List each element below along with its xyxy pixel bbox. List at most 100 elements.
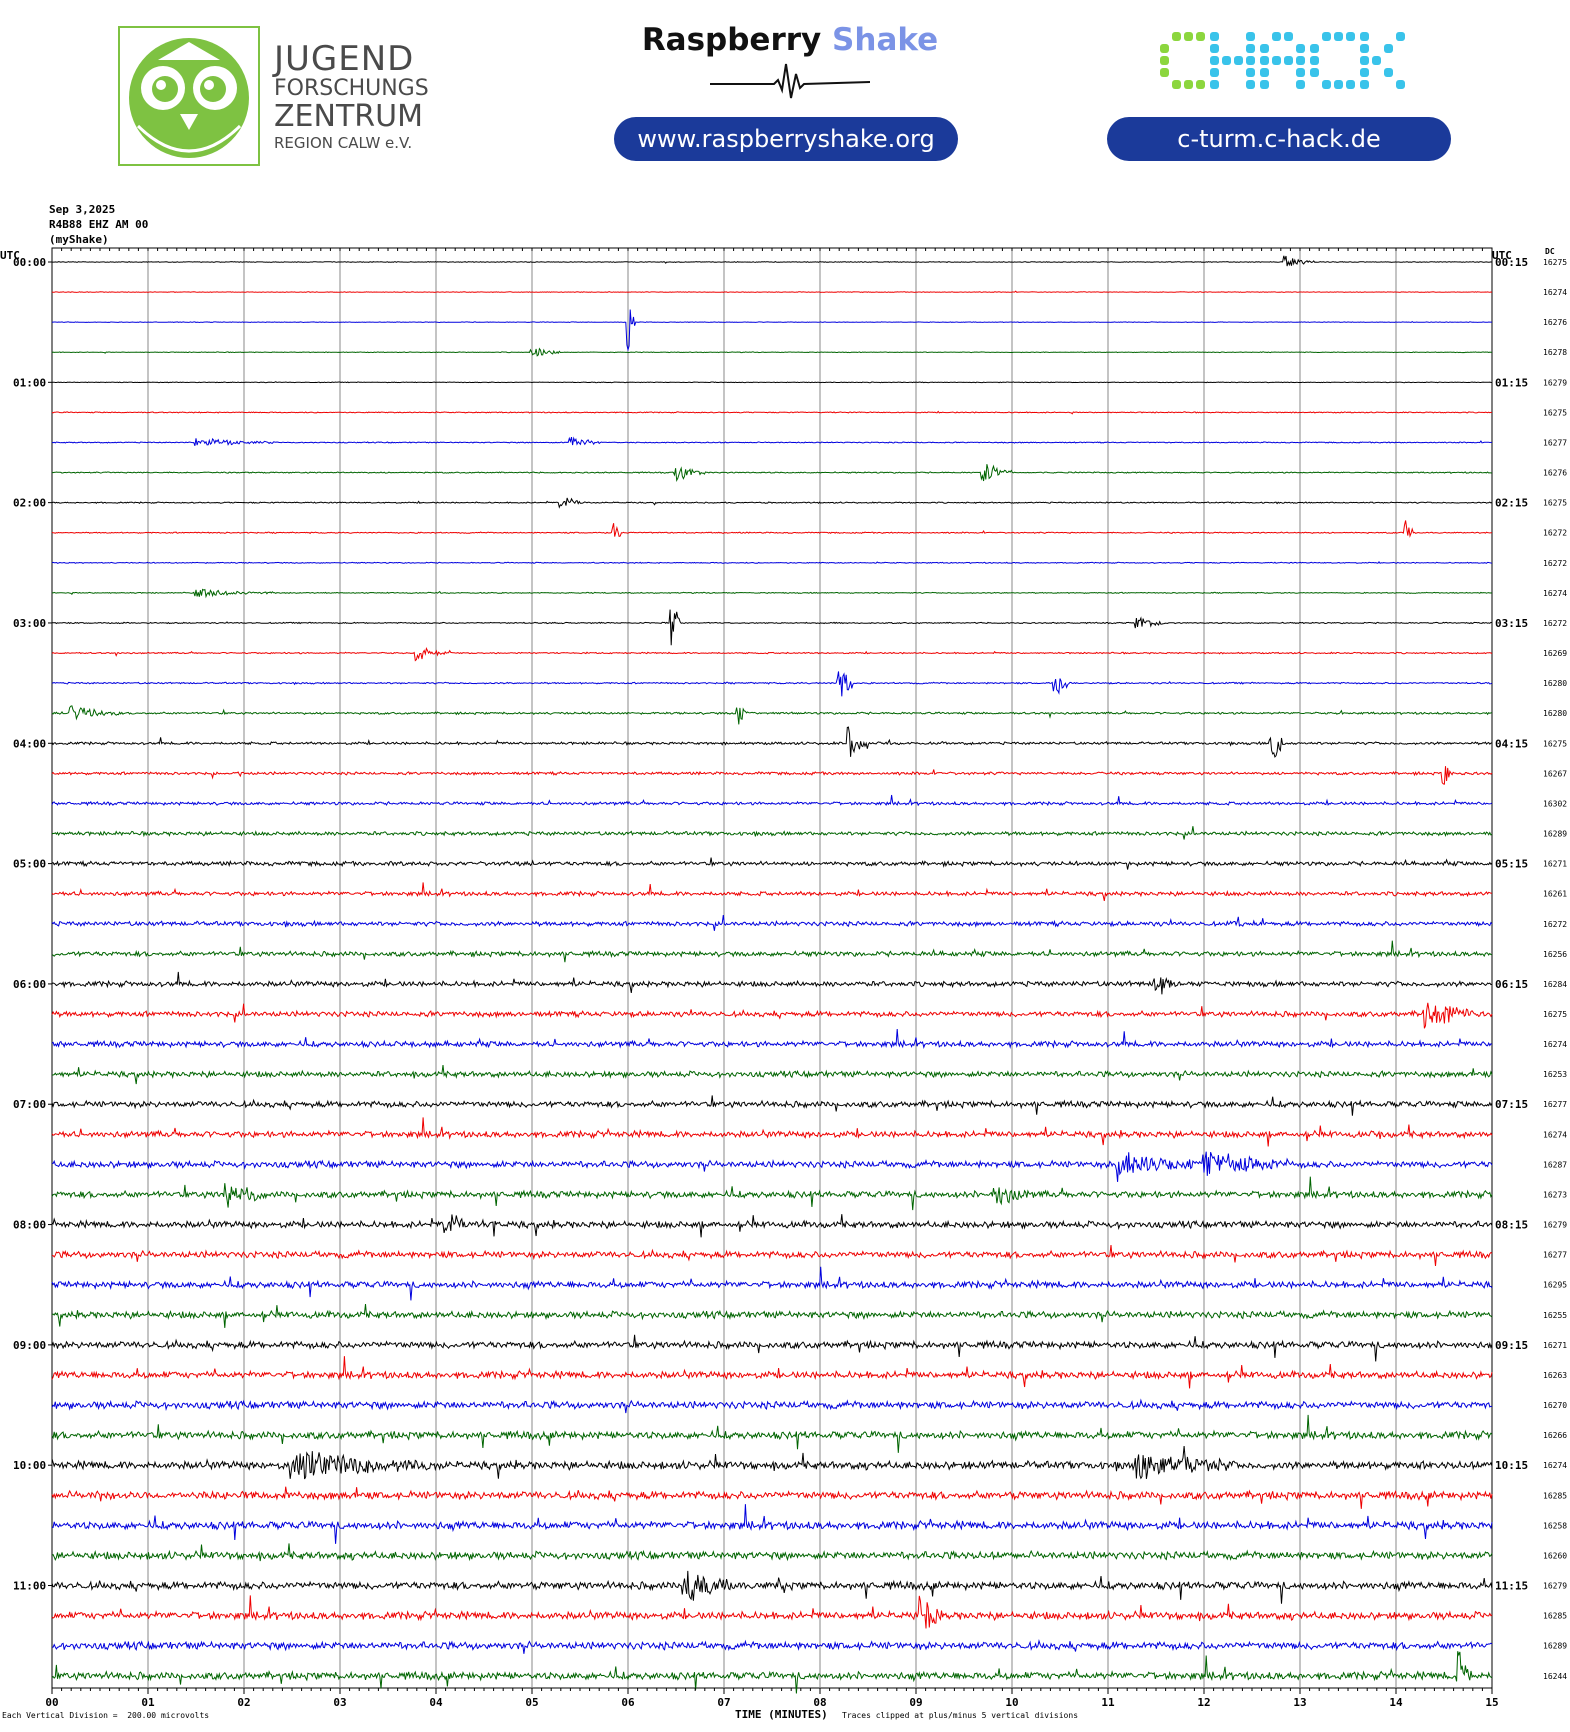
- trace-row-17: [51, 766, 1493, 785]
- trace-row-39: [51, 1414, 1493, 1453]
- x-tick-label: 06: [621, 1696, 635, 1709]
- dc-value: 16277: [1543, 438, 1567, 447]
- trace-row-25: [51, 1002, 1493, 1029]
- dc-value: 16284: [1543, 980, 1567, 989]
- dc-value: 16280: [1543, 709, 1567, 718]
- trace-row-0: [52, 255, 1493, 267]
- trace-row-19: [51, 826, 1493, 840]
- trace-row-8: [51, 497, 1493, 509]
- chack-letter-4: [1360, 32, 1405, 89]
- trace-row-1: [51, 290, 1493, 293]
- grid: [51, 248, 1493, 1688]
- dc-value: 16272: [1543, 619, 1567, 628]
- time-labels: 00:00 01:00 02:00 03:00 04:00 05:00 06:00 07:00…: [13, 256, 1528, 1593]
- left-time-label: 11:00: [13, 1580, 46, 1593]
- trace-row-42: [51, 1504, 1493, 1544]
- plot-frame: [51, 247, 1493, 1689]
- dc-value: 16274: [1543, 589, 1567, 598]
- x-tick-label: 07: [717, 1696, 730, 1709]
- right-time-label: 03:15: [1495, 617, 1528, 630]
- raspberry-shake-logo: Raspberry Shake: [610, 22, 970, 112]
- x-axis-label: TIME (MINUTES): [735, 1708, 828, 1721]
- right-time-label: 07:15: [1495, 1098, 1528, 1111]
- left-time-label: 10:00: [13, 1459, 46, 1472]
- trace-row-10: [51, 560, 1493, 565]
- dc-value: 16273: [1543, 1190, 1567, 1199]
- trace-row-43: [51, 1543, 1493, 1562]
- trace-row-5: [51, 410, 1493, 415]
- utc-right-label: UTC: [1492, 249, 1512, 262]
- trace-row-12: [52, 609, 1493, 646]
- owl-icon: [118, 26, 260, 166]
- trace-row-14: [51, 671, 1493, 697]
- rs-name-dark: Raspberry: [641, 22, 822, 58]
- x-tick-label: 10: [1005, 1696, 1018, 1709]
- dc-value: 16287: [1543, 1160, 1567, 1169]
- left-time-label: 00:00: [13, 256, 46, 269]
- header: JUGEND FORSCHUNGS ZENTRUM REGION CALW e.…: [0, 0, 1570, 185]
- jfz-line-2: FORSCHUNGS: [274, 76, 429, 101]
- dc-value: 16271: [1543, 860, 1567, 869]
- right-time-label: 01:15: [1495, 376, 1528, 389]
- chack-logo: [1160, 30, 1410, 94]
- trace-row-24: [51, 971, 1493, 995]
- dc-value: 16285: [1543, 1612, 1567, 1621]
- dc-value: 16289: [1543, 1642, 1567, 1651]
- station-label: R4B88 EHZ AM 00: [49, 218, 149, 231]
- dc-value: 16258: [1543, 1521, 1567, 1530]
- x-tick-label: 08: [813, 1696, 826, 1709]
- dc-value: 16272: [1543, 559, 1567, 568]
- trace-row-38: [51, 1398, 1493, 1414]
- right-time-label: 08:15: [1495, 1219, 1528, 1232]
- trace-row-46: [52, 1638, 1493, 1654]
- dc-value: 16256: [1543, 950, 1567, 959]
- trace-row-7: [52, 464, 1493, 482]
- right-time-label: 00:15: [1495, 256, 1528, 269]
- rs-name-light: Shake: [832, 22, 939, 58]
- dc-value: 16275: [1543, 739, 1567, 748]
- dc-value: 16255: [1543, 1311, 1567, 1320]
- chack-letter-0: [1160, 32, 1205, 89]
- trace-row-6: [51, 436, 1492, 446]
- traces: [51, 255, 1493, 1694]
- x-tick-label: 01: [141, 1696, 155, 1709]
- right-time-label: 11:15: [1495, 1580, 1528, 1593]
- dc-value: 16266: [1543, 1431, 1567, 1440]
- right-time-label: 10:15: [1495, 1459, 1528, 1472]
- raspberry-shake-url[interactable]: www.raspberryshake.org: [614, 117, 958, 161]
- trace-row-9: [51, 520, 1492, 538]
- left-time-label: 01:00: [13, 376, 46, 389]
- chack-letter-1: [1210, 32, 1255, 89]
- trace-row-29: [51, 1117, 1493, 1147]
- dc-value: 16276: [1543, 318, 1567, 327]
- right-time-label: 04:15: [1495, 737, 1528, 750]
- jfz-line-4: REGION CALW e.V.: [274, 134, 413, 152]
- trace-row-40: [51, 1446, 1493, 1480]
- dc-value: 16270: [1543, 1401, 1567, 1410]
- right-time-label: 05:15: [1495, 858, 1528, 871]
- x-tick-label: 09: [909, 1696, 922, 1709]
- clip-note: Traces clipped at plus/minus 5 vertical …: [842, 1711, 1079, 1720]
- dc-value: 16274: [1543, 1040, 1567, 1049]
- trace-row-16: [51, 726, 1493, 758]
- right-time-label: 06:15: [1495, 978, 1528, 991]
- x-tick-label: 13: [1293, 1696, 1306, 1709]
- jfz-logo: JUGEND FORSCHUNGS ZENTRUM REGION CALW e.…: [118, 26, 478, 166]
- dc-value: 16269: [1543, 649, 1567, 658]
- dc-value: 16275: [1543, 258, 1567, 267]
- vertical-division-note: Each Vertical Division = 200.00 microvol…: [2, 1711, 210, 1720]
- jfz-wordmark: JUGEND FORSCHUNGS ZENTRUM REGION CALW e.…: [274, 42, 429, 151]
- seismic-wave-icon: [710, 63, 870, 99]
- utc-left-label: UTC: [0, 249, 20, 262]
- trace-row-34: [51, 1266, 1493, 1301]
- trace-row-15: [51, 705, 1493, 725]
- jfz-line-1: JUGEND: [274, 39, 415, 79]
- left-time-label: 05:00: [13, 858, 46, 871]
- dc-value: 16278: [1543, 348, 1567, 357]
- right-time-label: 09:15: [1495, 1339, 1528, 1352]
- dc-value: 16280: [1543, 679, 1567, 688]
- chack-url[interactable]: c-turm.c-hack.de: [1107, 117, 1451, 161]
- trace-row-22: [51, 915, 1493, 931]
- left-time-label: 07:00: [13, 1098, 46, 1111]
- left-time-label: 09:00: [13, 1339, 46, 1352]
